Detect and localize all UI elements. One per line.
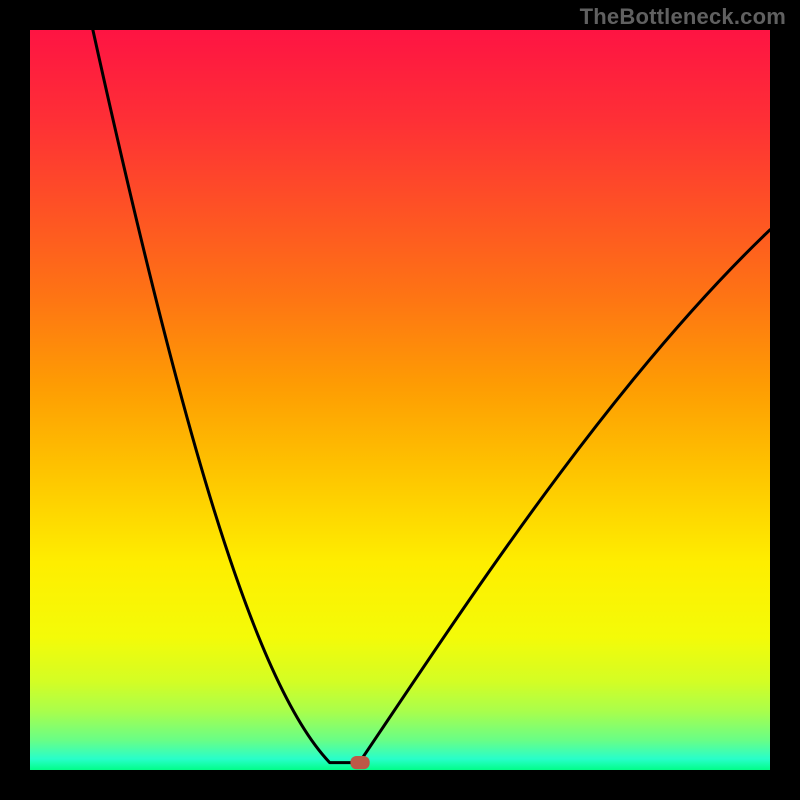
chart-stage: TheBottleneck.com: [0, 0, 800, 800]
bottleneck-chart: [0, 0, 800, 800]
optimum-marker: [350, 756, 369, 769]
gradient-background: [30, 30, 770, 770]
watermark-text: TheBottleneck.com: [580, 4, 786, 30]
